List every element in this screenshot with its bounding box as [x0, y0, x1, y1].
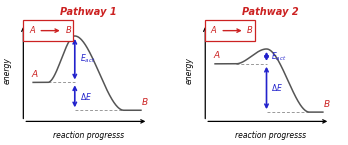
- Text: B: B: [324, 100, 330, 109]
- Text: $\Delta E$: $\Delta E$: [271, 83, 283, 94]
- Text: B: B: [247, 26, 253, 35]
- Text: B: B: [65, 26, 71, 35]
- Text: energy: energy: [185, 57, 194, 84]
- Text: $\Delta E$: $\Delta E$: [80, 91, 92, 102]
- Text: reaction progresss: reaction progresss: [235, 131, 306, 140]
- Text: A: A: [32, 70, 38, 79]
- Text: energy: energy: [3, 57, 12, 84]
- FancyBboxPatch shape: [23, 20, 73, 41]
- Text: $E_{act}$: $E_{act}$: [80, 53, 95, 65]
- Title: Pathway 1: Pathway 1: [60, 7, 117, 17]
- Text: B: B: [142, 98, 148, 107]
- Text: $E_{act}$: $E_{act}$: [271, 50, 287, 63]
- Text: A: A: [214, 51, 220, 60]
- FancyBboxPatch shape: [205, 20, 255, 41]
- Title: Pathway 2: Pathway 2: [242, 7, 299, 17]
- Text: reaction progresss: reaction progresss: [53, 131, 124, 140]
- Text: A: A: [29, 26, 35, 35]
- Text: A: A: [211, 26, 217, 35]
